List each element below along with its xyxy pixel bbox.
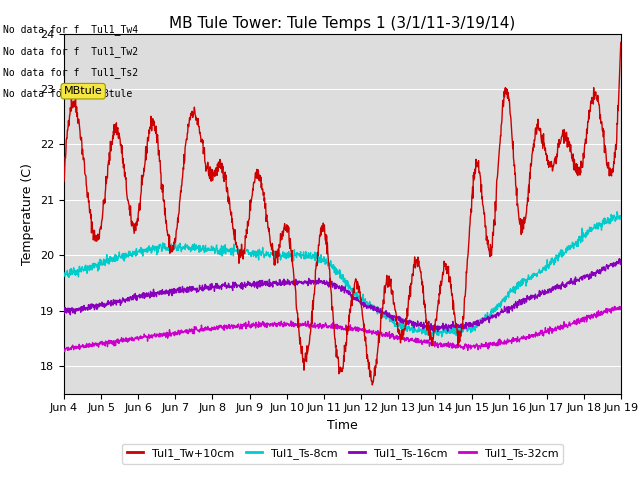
Title: MB Tule Tower: Tule Temps 1 (3/1/11-3/19/14): MB Tule Tower: Tule Temps 1 (3/1/11-3/19…	[169, 16, 516, 31]
Text: No data for f  LMBtule: No data for f LMBtule	[3, 89, 132, 99]
Legend: Tul1_Tw+10cm, Tul1_Ts-8cm, Tul1_Ts-16cm, Tul1_Ts-32cm: Tul1_Tw+10cm, Tul1_Ts-8cm, Tul1_Ts-16cm,…	[122, 444, 563, 464]
Text: MBtule: MBtule	[64, 86, 102, 96]
Y-axis label: Temperature (C): Temperature (C)	[22, 163, 35, 264]
Text: No data for f  Tul1_Tw2: No data for f Tul1_Tw2	[3, 46, 138, 57]
Text: No data for f  Tul1_Ts2: No data for f Tul1_Ts2	[3, 67, 138, 78]
Text: No data for f  Tul1_Tw4: No data for f Tul1_Tw4	[3, 24, 138, 35]
X-axis label: Time: Time	[327, 419, 358, 432]
